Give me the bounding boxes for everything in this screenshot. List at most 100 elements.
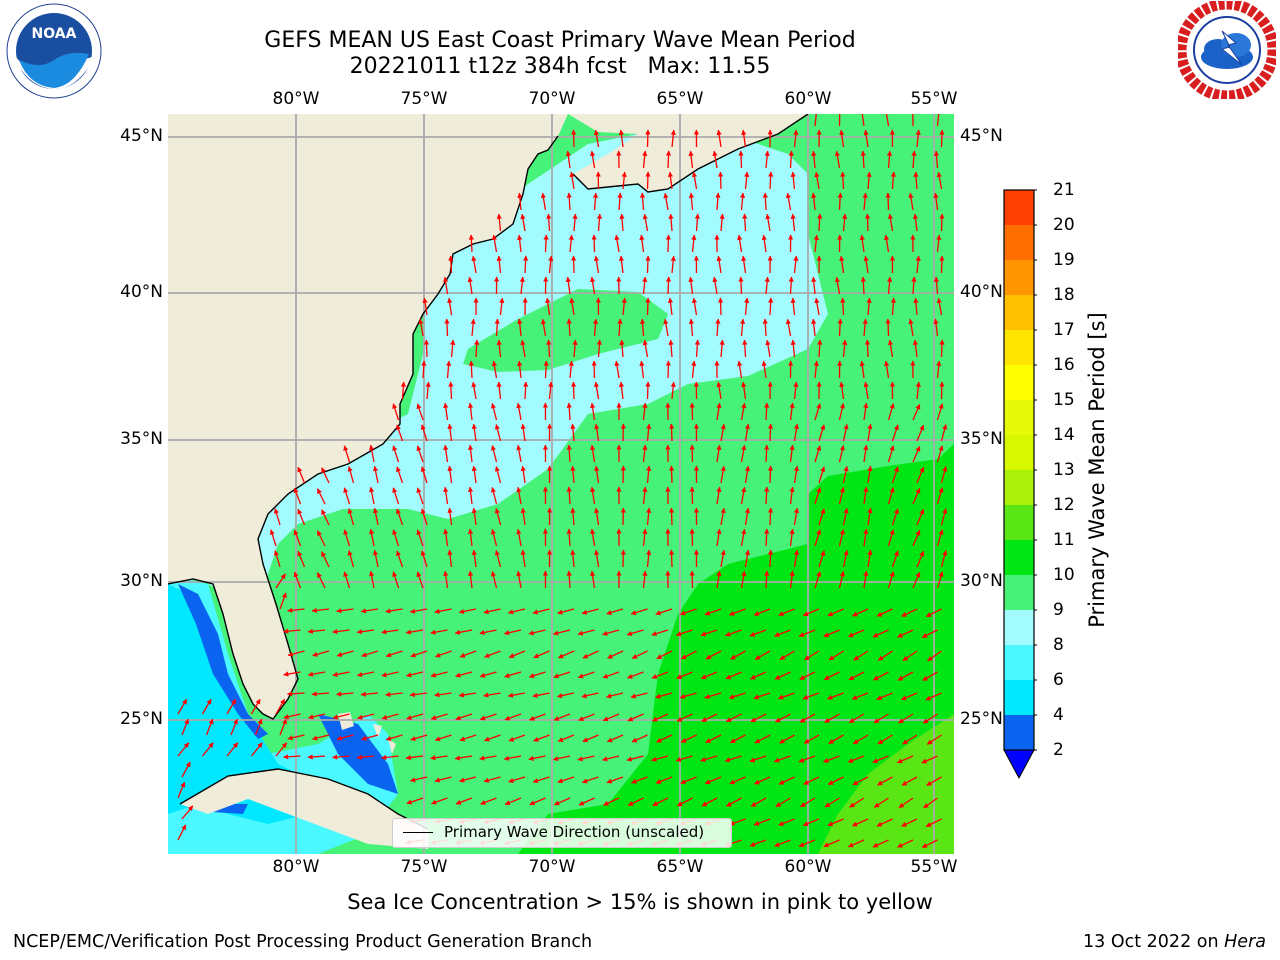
wave-direction-arrow	[842, 339, 848, 358]
wave-direction-arrow	[467, 486, 474, 505]
wave-direction-arrow	[392, 445, 400, 463]
wave-direction-arrow	[572, 339, 578, 358]
wave-direction-arrow	[839, 255, 845, 274]
wave-direction-arrow	[581, 608, 599, 615]
wave-direction-arrow	[418, 318, 424, 337]
wave-direction-arrow	[922, 713, 938, 724]
wave-direction-arrow	[484, 650, 501, 658]
wave-direction-arrow	[940, 550, 948, 568]
wave-direction-arrow	[887, 571, 895, 589]
wave-direction-arrow	[504, 671, 522, 678]
wave-direction-arrow	[898, 797, 914, 809]
wave-direction-arrow	[936, 297, 943, 316]
wave-direction-arrow	[532, 608, 550, 615]
wave-direction-arrow	[764, 276, 770, 295]
wave-direction-arrow	[764, 402, 770, 421]
wave-direction-arrow	[279, 592, 287, 610]
wave-direction-arrow	[581, 776, 599, 784]
wave-direction-arrow	[269, 529, 277, 547]
wave-direction-arrow	[392, 403, 400, 421]
wave-direction-arrow	[750, 713, 767, 723]
wave-direction-arrow	[767, 507, 774, 526]
wave-direction-arrow	[471, 381, 477, 400]
wave-direction-arrow	[504, 713, 522, 721]
wave-direction-arrow	[566, 192, 572, 211]
colorbar-tick-label: 2	[1053, 740, 1064, 760]
wave-direction-arrow	[689, 528, 695, 547]
land-nova-scotia	[568, 114, 808, 192]
wave-direction-arrow	[676, 797, 693, 807]
wave-direction-arrow	[293, 487, 302, 505]
wave-direction-arrow	[626, 755, 644, 762]
wave-direction-arrow	[701, 713, 718, 722]
wave-direction-arrow	[913, 297, 919, 316]
wave-direction-arrow	[823, 755, 840, 763]
wave-direction-arrow	[406, 797, 424, 805]
wave-direction-arrow	[311, 691, 330, 697]
wave-direction-arrow	[705, 650, 722, 660]
wave-direction-arrow	[360, 608, 379, 614]
wave-direction-arrow	[665, 234, 671, 253]
wave-direction-arrow	[508, 776, 526, 783]
wave-direction-arrow	[811, 150, 817, 169]
wave-direction-arrow	[347, 508, 355, 526]
wave-direction-arrow	[430, 713, 448, 721]
wave-direction-arrow	[764, 444, 770, 463]
wave-direction-arrow	[799, 713, 816, 723]
wave-direction-arrow	[656, 650, 673, 660]
wave-direction-arrow	[750, 797, 767, 807]
wave-direction-arrow	[630, 692, 648, 699]
wave-direction-arrow	[336, 650, 354, 657]
wave-direction-arrow	[546, 339, 552, 358]
wave-direction-arrow	[716, 444, 722, 463]
wave-direction-arrow	[912, 339, 919, 358]
wave-direction-arrow	[578, 797, 595, 806]
wave-direction-arrow	[646, 465, 652, 484]
wave-direction-arrow	[589, 276, 596, 295]
wave-direction-arrow	[668, 507, 675, 526]
wave-direction-arrow	[873, 713, 889, 724]
wave-direction-arrow	[321, 467, 330, 484]
wave-direction-arrow	[332, 713, 350, 720]
wave-direction-arrow	[369, 570, 375, 589]
wave-direction-arrow	[867, 423, 873, 442]
wave-direction-arrow	[520, 549, 526, 568]
colorbar-tick-label: 4	[1053, 705, 1064, 725]
colorbar-tick-label: 13	[1053, 460, 1075, 480]
wave-direction-arrow	[863, 255, 869, 274]
wave-direction-arrow	[455, 713, 473, 721]
wave-direction-arrow	[663, 318, 669, 337]
wave-direction-arrow	[496, 381, 502, 400]
wave-direction-arrow	[645, 171, 651, 190]
wave-direction-arrow	[790, 339, 796, 358]
wave-direction-arrow	[312, 650, 330, 657]
footer-credit: NCEP/EMC/Verification Post Processing Pr…	[13, 932, 593, 952]
wave-direction-arrow	[798, 839, 816, 848]
wave-direction-arrow	[566, 528, 572, 547]
wave-direction-arrow	[876, 608, 893, 617]
wave-direction-arrow	[715, 318, 721, 337]
wave-direction-arrow	[840, 171, 846, 190]
wave-direction-arrow	[834, 150, 841, 169]
wave-direction-arrow	[754, 734, 771, 744]
wave-direction-arrow	[668, 549, 675, 568]
wave-direction-arrow	[361, 734, 379, 741]
wave-direction-arrow	[863, 381, 869, 400]
wave-direction-arrow	[916, 424, 925, 442]
wave-direction-arrow	[700, 629, 718, 637]
wave-direction-arrow	[719, 339, 725, 358]
wave-direction-arrow	[343, 571, 351, 589]
wave-direction-arrow	[496, 255, 502, 274]
wave-direction-arrow	[343, 445, 351, 463]
wave-direction-arrow	[570, 465, 576, 484]
wave-direction-arrow	[921, 629, 938, 638]
wave-direction-arrow	[467, 528, 474, 547]
wave-direction-arrow	[729, 734, 746, 744]
colorbar-extend-triangle	[1003, 749, 1035, 780]
wave-direction-arrow	[712, 276, 718, 295]
wave-direction-arrow	[798, 755, 816, 763]
wave-direction-arrow	[332, 671, 350, 677]
wave-direction-arrow	[593, 129, 600, 148]
wave-direction-arrow	[936, 445, 944, 463]
wave-direction-arrow	[694, 339, 700, 358]
